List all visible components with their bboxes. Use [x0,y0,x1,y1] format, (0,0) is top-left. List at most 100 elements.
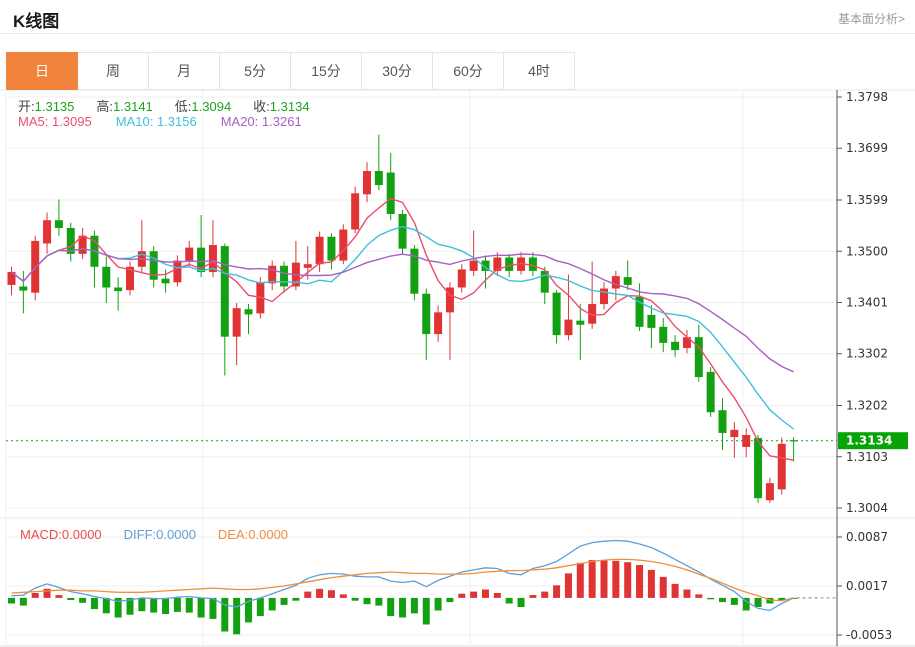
macd-bar [410,597,418,614]
macd-bar [683,589,691,598]
macd-bar [162,597,170,614]
macd-bar [102,597,110,614]
candle [43,220,52,244]
candle [671,341,680,351]
candle [54,220,63,228]
macd-bar [754,597,762,607]
candle [410,248,419,294]
dea-value: DEA:0.0000 [217,527,289,542]
macd-bar [636,565,644,598]
macd-bar [126,597,134,615]
macd-bar [375,597,383,606]
macd-bar [564,573,572,598]
macd-axis-label: -0.0053 [846,628,892,642]
macd-bar [245,597,252,623]
candle [540,270,549,293]
dea-line [11,558,794,602]
macd-bar [553,585,561,598]
candle [694,337,703,378]
candle [576,320,585,325]
ohlc-legend: 开:1.3135 高:1.3141 低:1.3094 收:1.3134 [18,96,310,115]
candle [706,371,715,413]
candle [469,260,478,271]
macd-bar [422,597,430,625]
macd-bar [493,593,501,598]
candle [78,235,87,254]
macd-bar [221,597,229,632]
fundamental-analysis-link[interactable]: 基本面分析> [837,12,905,26]
open-value: 开:1.3135 [18,99,75,114]
page-title: K线图 [13,12,60,31]
macd-axis-label: 0.0087 [846,530,888,544]
candle [765,483,774,501]
macd-bar [292,597,300,601]
macd-bar [256,597,264,617]
macd-bar [79,597,87,603]
candle [185,247,194,261]
candle [220,246,229,337]
ma10-value: MA10: 1.3156 [115,114,197,129]
tab-4时[interactable]: 4时 [503,52,575,90]
macd-bar [612,560,620,598]
macd-bar [197,597,205,618]
macd-bar [233,597,241,635]
tab-日[interactable]: 日 [6,52,78,90]
tab-15分[interactable]: 15分 [290,52,362,90]
ma5-line [11,197,794,461]
ma10-line [11,225,795,430]
macd-bar [339,594,347,598]
tab-周[interactable]: 周 [77,52,149,90]
candle [422,293,431,335]
candle [374,171,383,185]
macd-bar [624,562,632,598]
macd-bar [671,583,679,598]
tab-月[interactable]: 月 [148,52,220,90]
y-axis-label: 1.3202 [846,399,888,413]
y-axis-label: 1.3699 [846,141,888,155]
macd-bar [766,597,774,604]
header-divider [0,33,915,34]
candle [66,227,75,254]
tab-60分[interactable]: 60分 [432,52,504,90]
macd-bar [150,597,158,613]
high-value: 高:1.3141 [96,99,153,114]
macd-axis-label: 0.0017 [846,579,888,593]
current-price-badge-text: 1.3134 [846,434,892,448]
candle [280,265,289,287]
candle [303,264,312,268]
macd-bar [458,593,466,598]
macd-bar [280,597,288,605]
diff-line [11,539,794,612]
candle [754,438,763,499]
candle [789,440,798,442]
candle [315,236,324,265]
macd-bar [778,597,786,600]
candle [339,229,348,261]
candle [19,286,28,291]
candle [611,276,620,289]
macd-bar [268,597,276,611]
candle [718,410,727,433]
candle [588,304,597,324]
macd-bar [505,597,513,604]
macd-bar [19,597,27,606]
candle [386,172,395,214]
macd-legend: MACD:0.0000 DIFF:0.0000 DEA:0.0000 [20,527,288,542]
candle [481,260,490,271]
tab-30分[interactable]: 30分 [361,52,433,90]
ma5-value: MA5: 1.3095 [18,114,92,129]
macd-bar [43,588,51,598]
macd-bar [529,595,537,598]
macd-bar [363,597,371,605]
macd-bar [67,597,75,600]
tab-5分[interactable]: 5分 [219,52,291,90]
macd-bar [576,562,584,598]
candle [126,266,134,291]
candle [600,288,608,305]
diff-value: DIFF:0.0000 [123,527,196,542]
candle [398,213,407,249]
macd-bar [541,591,549,598]
candle [197,247,206,272]
